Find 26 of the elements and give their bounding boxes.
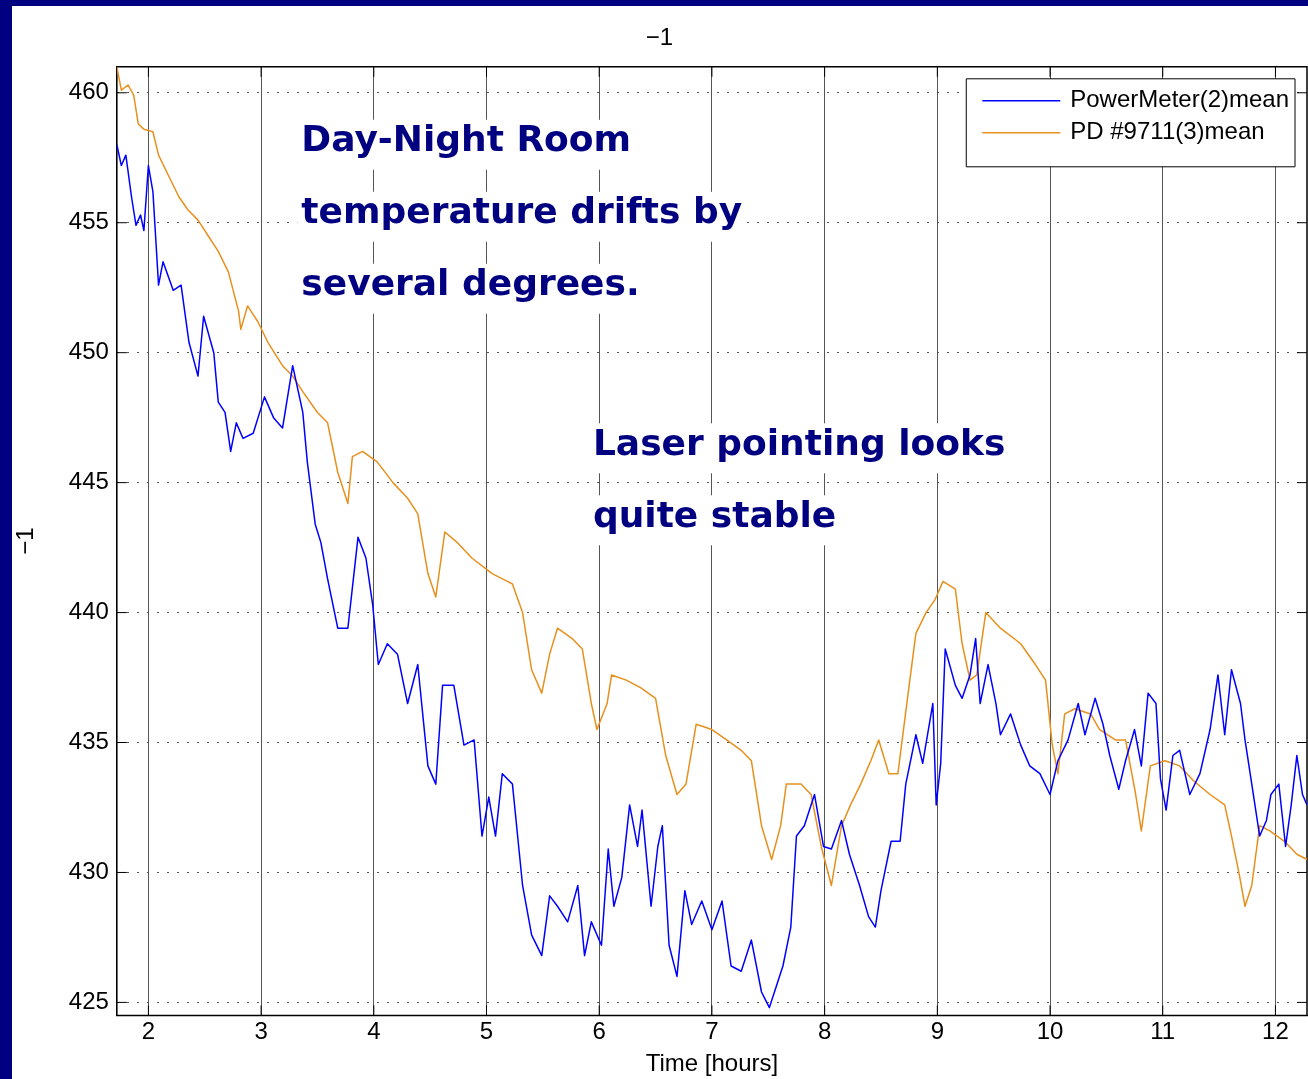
y-tick-label: 460 — [68, 77, 109, 105]
x-tick-label: 3 — [254, 1017, 268, 1045]
y-tick-label: 430 — [68, 857, 109, 885]
x-tick-label: 8 — [817, 1017, 832, 1045]
y-tick-label: 450 — [68, 337, 109, 365]
y-tick-label: 425 — [68, 987, 109, 1015]
y-axis-title: −1 — [11, 527, 39, 555]
legend-label: PowerMeter(2)mean — [1070, 85, 1290, 113]
x-tick-label: 4 — [367, 1017, 381, 1045]
chart-title: −1 — [645, 23, 674, 51]
annotation: Laser pointing looks quite stable — [592, 421, 1006, 535]
y-tick-label: 455 — [68, 207, 109, 235]
annotation: Day-Night Room temperature drifts by several degrees. — [301, 118, 743, 304]
x-tick-label: 12 — [1262, 1017, 1289, 1045]
y-tick-label: 435 — [68, 727, 109, 755]
y-tick-label: 445 — [68, 467, 109, 495]
x-tick-label: 2 — [141, 1017, 156, 1045]
x-tick-label: 11 — [1150, 1017, 1176, 1045]
x-tick-label: 6 — [592, 1017, 606, 1045]
legend-label: PD #9711(3)mean — [1070, 117, 1265, 145]
x-tick-label: 5 — [479, 1017, 494, 1045]
x-tick-label: 7 — [705, 1017, 719, 1045]
x-tick-label: 10 — [1036, 1017, 1064, 1045]
y-tick-label: 440 — [68, 597, 109, 625]
x-tick-label: 9 — [930, 1017, 945, 1045]
x-axis-title: Time [hours] — [645, 1049, 779, 1077]
